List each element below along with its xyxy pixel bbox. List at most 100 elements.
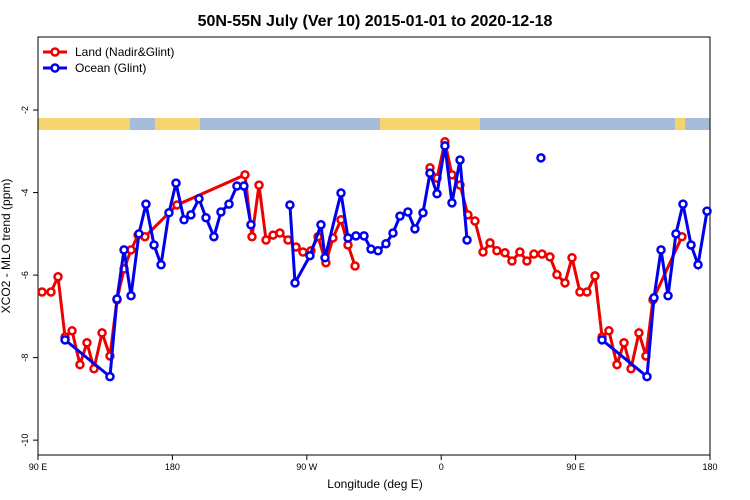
x-tick-label: 90 E bbox=[29, 462, 48, 472]
y-tick-label: -6 bbox=[20, 271, 30, 279]
data-point bbox=[432, 189, 442, 199]
data-point bbox=[671, 229, 681, 239]
legend-marker bbox=[50, 47, 60, 57]
data-point bbox=[604, 326, 614, 336]
data-point bbox=[529, 249, 539, 259]
data-point bbox=[164, 208, 174, 218]
series-line bbox=[42, 141, 684, 371]
data-point bbox=[82, 338, 92, 348]
data-point bbox=[246, 219, 256, 230]
data-point bbox=[141, 199, 151, 209]
data-point bbox=[642, 371, 652, 382]
data-point bbox=[582, 287, 592, 297]
data-point bbox=[403, 207, 413, 217]
data-point bbox=[619, 338, 629, 348]
data-point bbox=[649, 293, 659, 303]
data-point bbox=[156, 260, 166, 270]
chart-title: 50N-55N July (Ver 10) 2015-01-01 to 2020… bbox=[198, 13, 553, 30]
data-point bbox=[395, 211, 405, 221]
data-point bbox=[552, 269, 562, 280]
y-tick-label: -4 bbox=[20, 189, 30, 197]
data-point bbox=[305, 250, 315, 261]
data-point bbox=[373, 245, 383, 256]
data-point bbox=[560, 278, 570, 288]
data-point bbox=[567, 253, 577, 263]
data-point bbox=[60, 335, 70, 345]
data-point bbox=[186, 210, 196, 220]
data-point bbox=[216, 207, 226, 217]
data-point bbox=[522, 256, 532, 266]
data-point bbox=[425, 168, 435, 178]
data-point bbox=[254, 180, 264, 190]
data-point bbox=[656, 245, 666, 255]
y-tick-label: -8 bbox=[20, 354, 30, 362]
x-tick-label: 180 bbox=[702, 462, 717, 472]
land-ocean-strip bbox=[38, 118, 710, 130]
data-point bbox=[67, 326, 77, 336]
data-point bbox=[381, 238, 391, 249]
data-point bbox=[290, 278, 300, 288]
data-point bbox=[316, 219, 326, 230]
y-axis-label: XCO2 - MLO trend (ppm) bbox=[0, 179, 13, 314]
data-point bbox=[597, 335, 607, 345]
data-point bbox=[275, 228, 285, 238]
data-point bbox=[455, 155, 465, 165]
data-point bbox=[283, 235, 293, 245]
data-point bbox=[97, 328, 107, 338]
data-point bbox=[171, 178, 181, 188]
data-point bbox=[359, 231, 369, 241]
data-point bbox=[119, 245, 129, 255]
data-point bbox=[179, 215, 189, 225]
data-point bbox=[500, 248, 510, 258]
data-point bbox=[350, 261, 360, 271]
data-point bbox=[240, 170, 250, 180]
x-tick-label: 0 bbox=[439, 462, 444, 472]
data-point bbox=[515, 247, 525, 257]
data-point bbox=[462, 235, 472, 245]
data-point bbox=[470, 216, 480, 226]
x-axis-label: Longitude (deg E) bbox=[327, 477, 422, 491]
data-point bbox=[224, 199, 234, 209]
data-point bbox=[478, 247, 488, 257]
legend-label: Land (Nadir&Glint) bbox=[75, 45, 174, 59]
data-point bbox=[336, 188, 346, 198]
data-point bbox=[702, 206, 712, 216]
data-point bbox=[320, 253, 330, 263]
x-tick-label: 180 bbox=[165, 462, 180, 472]
data-point bbox=[149, 240, 159, 250]
data-point bbox=[261, 235, 271, 245]
data-point bbox=[686, 240, 696, 250]
data-point bbox=[447, 198, 457, 208]
data-point bbox=[134, 229, 144, 239]
legend-label: Ocean (Glint) bbox=[75, 61, 146, 75]
data-point bbox=[351, 231, 361, 241]
data-point bbox=[612, 359, 622, 370]
data-point bbox=[440, 141, 450, 151]
data-point bbox=[663, 290, 673, 301]
data-point bbox=[239, 181, 249, 191]
data-point bbox=[112, 294, 122, 304]
data-point bbox=[507, 256, 517, 266]
y-tick-label: -2 bbox=[20, 106, 30, 114]
y-tick-label: -10 bbox=[20, 434, 30, 447]
data-point bbox=[418, 208, 428, 218]
x-tick-label: 90 E bbox=[566, 462, 585, 472]
data-point bbox=[126, 290, 136, 301]
data-point bbox=[75, 359, 85, 370]
data-point bbox=[678, 199, 688, 209]
data-point bbox=[590, 271, 600, 281]
data-point bbox=[209, 231, 219, 242]
data-point bbox=[693, 260, 703, 270]
data-point bbox=[247, 231, 257, 242]
data-point bbox=[545, 252, 555, 262]
data-point bbox=[37, 287, 47, 297]
data-point bbox=[105, 371, 115, 382]
data-point bbox=[536, 153, 546, 163]
data-point bbox=[485, 238, 495, 248]
data-point bbox=[410, 224, 420, 234]
data-point bbox=[492, 245, 502, 256]
data-point bbox=[343, 233, 353, 243]
data-point bbox=[388, 228, 398, 238]
legend: Land (Nadir&Glint) Ocean (Glint) bbox=[43, 45, 174, 75]
